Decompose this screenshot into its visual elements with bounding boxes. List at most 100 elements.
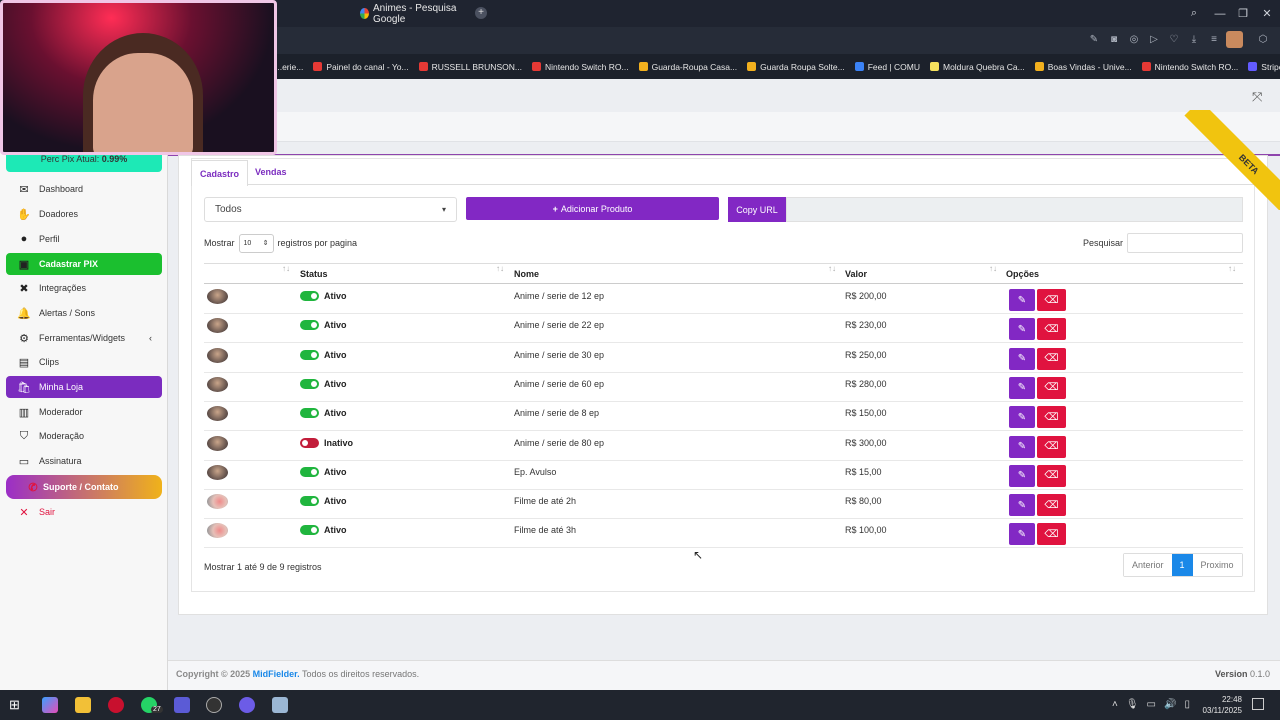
download-icon[interactable]: ⤓ xyxy=(1191,34,1197,45)
edit-button[interactable]: ✎ xyxy=(1009,523,1035,546)
status-toggle[interactable] xyxy=(300,378,319,389)
status-toggle[interactable] xyxy=(300,408,319,419)
add-product-button[interactable]: + Adicionar Produto xyxy=(466,197,719,220)
bookmark-item[interactable]: Nintendo Switch RO... xyxy=(531,62,629,72)
sort-icon[interactable]: ↑↓ xyxy=(496,264,504,273)
network-icon[interactable]: ▭ xyxy=(1146,699,1156,710)
sidebar-item-modera-o[interactable]: ⛉ Moderação xyxy=(6,425,162,447)
sidebar-item-dashboard[interactable]: ✉ Dashboard xyxy=(6,178,162,200)
edit-button[interactable]: ✎ xyxy=(1009,464,1035,487)
close-window-icon[interactable]: ✕ xyxy=(1262,8,1272,20)
sidebar-item-alertas-sons[interactable]: 🔔 Alertas / Sons xyxy=(6,302,162,324)
delete-button[interactable]: ⌫ xyxy=(1037,289,1066,311)
status-toggle[interactable] xyxy=(300,320,319,331)
menu-icon[interactable]: ≡ xyxy=(1211,34,1217,45)
delete-button[interactable]: ⌫ xyxy=(1037,464,1066,487)
restore-icon[interactable]: ❐ xyxy=(1238,8,1248,20)
new-tab-button[interactable]: + xyxy=(475,7,487,19)
delete-button[interactable]: ⌫ xyxy=(1037,406,1066,429)
sort-icon[interactable]: ↑↓ xyxy=(282,264,290,273)
profile-avatar[interactable] xyxy=(1226,31,1243,48)
bookmark-item[interactable]: Painel do canal - Yo... xyxy=(313,62,409,72)
fullscreen-icon[interactable]: ⤧ xyxy=(1252,89,1263,104)
copy-url-button[interactable]: Copy URL xyxy=(728,197,786,222)
edit-button[interactable]: ✎ xyxy=(1009,289,1035,311)
search-icon[interactable]: ⌕ xyxy=(1190,7,1198,19)
brand-link[interactable]: MidFielder. xyxy=(252,669,300,679)
edit-icon[interactable]: ✎ xyxy=(1089,34,1099,45)
bookmark-item[interactable]: Guarda-Roupa Casa... xyxy=(638,62,737,72)
battery-icon[interactable]: ▯ xyxy=(1184,699,1190,710)
sort-icon[interactable]: ↑↓ xyxy=(1228,264,1236,273)
edit-button[interactable]: ✎ xyxy=(1009,347,1035,370)
status-toggle[interactable] xyxy=(300,349,319,360)
edit-button[interactable]: ✎ xyxy=(1009,318,1035,341)
bookmark-item[interactable]: Guarda Roupa Solte... xyxy=(747,62,845,72)
col-nome[interactable]: Nome xyxy=(514,269,540,279)
bookmark-item[interactable]: Boas Vindas - Unive... xyxy=(1034,62,1132,72)
bookmark-item[interactable]: Feed | COMU xyxy=(854,62,920,72)
status-toggle[interactable] xyxy=(300,437,319,448)
notepad-icon[interactable] xyxy=(272,697,288,713)
url-field[interactable] xyxy=(786,197,1243,222)
status-toggle[interactable] xyxy=(300,291,319,301)
camera-icon[interactable]: ◙ xyxy=(1110,34,1118,45)
page-1-button[interactable]: 1 xyxy=(1171,554,1193,576)
sidebar-item-integra-es[interactable]: ✖ Integrações xyxy=(6,277,162,299)
status-toggle[interactable] xyxy=(300,496,319,507)
next-page-button[interactable]: Proximo xyxy=(1192,554,1242,576)
prev-page-button[interactable]: Anterior xyxy=(1124,554,1172,576)
edit-button[interactable]: ✎ xyxy=(1009,376,1035,399)
app-icon[interactable] xyxy=(174,697,190,713)
edit-button[interactable]: ✎ xyxy=(1009,494,1035,517)
delete-button[interactable]: ⌫ xyxy=(1037,318,1066,341)
chevron-up-icon[interactable]: ˄ xyxy=(1112,699,1118,710)
sidebar-item-suporte-contato[interactable]: ✆ Suporte / Contato xyxy=(6,475,162,499)
delete-button[interactable]: ⌫ xyxy=(1037,376,1066,399)
notification-icon[interactable] xyxy=(1252,698,1264,710)
discord-icon[interactable] xyxy=(239,697,255,713)
status-toggle[interactable] xyxy=(300,466,319,477)
opera-icon[interactable] xyxy=(108,697,124,713)
volume-icon[interactable]: 🔊 xyxy=(1164,699,1177,710)
sidebar-item-assinatura[interactable]: ▭ Assinatura xyxy=(6,450,162,472)
search-input[interactable] xyxy=(1127,233,1243,253)
col-valor[interactable]: Valor xyxy=(845,269,868,279)
sidebar-item-minha-loja[interactable]: 🛍 Minha Loja xyxy=(6,376,162,398)
status-toggle[interactable] xyxy=(300,525,319,536)
heart-icon[interactable]: ♡ xyxy=(1169,34,1179,45)
delete-button[interactable]: ⌫ xyxy=(1037,347,1066,370)
col-status[interactable]: Status xyxy=(300,269,328,279)
sort-icon[interactable]: ↑↓ xyxy=(989,264,997,273)
delete-button[interactable]: ⌫ xyxy=(1037,494,1066,517)
sidebar-item-perfil[interactable]: ● Perfil xyxy=(6,228,162,250)
bookmark-item[interactable]: Moldura Quebra Ca... xyxy=(929,62,1025,72)
bookmark-item[interactable]: Nintendo Switch RO... xyxy=(1141,62,1238,72)
page-size-select[interactable]: 10 ⇕ xyxy=(238,233,274,253)
sidebar-item-cadastrar-pix[interactable]: ▣ Cadastrar PIX xyxy=(6,253,162,275)
copilot-icon[interactable] xyxy=(42,697,58,713)
edit-button[interactable]: ✎ xyxy=(1009,435,1035,458)
sidebar-item-clips[interactable]: ▤ Clips xyxy=(6,351,162,373)
folder-icon[interactable] xyxy=(75,697,91,713)
extensions-icon[interactable]: ⬡ xyxy=(1258,34,1268,45)
sidebar-item-doadores[interactable]: ✋ Doadores xyxy=(6,203,162,225)
sidebar-item-moderador[interactable]: ▥ Moderador xyxy=(6,401,162,423)
sidebar-item-ferramentas-widgets[interactable]: ⚙ Ferramentas/Widgets ‹ xyxy=(6,327,162,349)
tab-cadastro[interactable]: Cadastro xyxy=(191,160,249,186)
tab-vendas[interactable]: Vendas xyxy=(255,167,287,177)
sidebar-item-sair[interactable]: ✕ Sair xyxy=(6,501,162,523)
bookmark-item[interactable]: Stripe Express xyxy=(1248,62,1280,72)
shield-ext-icon[interactable]: ◎ xyxy=(1129,34,1139,45)
bookmark-item[interactable]: RUSSELL BRUNSON... xyxy=(418,62,522,72)
sort-icon[interactable]: ↑↓ xyxy=(828,264,836,273)
browser-tab[interactable]: Animes - Pesquisa Google xyxy=(352,0,470,27)
delete-button[interactable]: ⌫ xyxy=(1037,523,1066,546)
minimize-icon[interactable]: — xyxy=(1214,7,1226,20)
play-icon[interactable]: ▷ xyxy=(1150,34,1158,45)
status-filter-select[interactable]: Todos ▾ xyxy=(204,197,457,222)
edit-button[interactable]: ✎ xyxy=(1009,406,1035,429)
mic-icon[interactable]: 🎙 xyxy=(1125,699,1139,710)
windows-start-icon[interactable]: ⊞ xyxy=(9,697,20,712)
obs-icon[interactable] xyxy=(206,697,222,713)
